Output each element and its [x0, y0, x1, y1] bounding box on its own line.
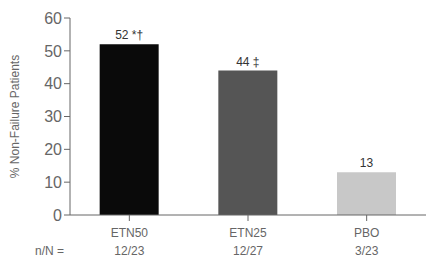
svg-text:13: 13 [360, 156, 374, 170]
svg-text:ETN50: ETN50 [111, 226, 149, 240]
svg-text:60: 60 [44, 10, 62, 27]
svg-text:PBO: PBO [354, 226, 379, 240]
svg-text:50: 50 [44, 43, 62, 60]
svg-text:n/N =: n/N = [35, 244, 64, 258]
svg-text:40: 40 [44, 75, 62, 92]
svg-text:12/23: 12/23 [114, 244, 144, 258]
svg-text:44 ‡: 44 ‡ [236, 55, 259, 69]
svg-text:12/27: 12/27 [233, 244, 263, 258]
svg-text:30: 30 [44, 108, 62, 125]
svg-text:52 *†: 52 *† [115, 28, 143, 42]
svg-text:20: 20 [44, 141, 62, 158]
svg-text:3/23: 3/23 [355, 244, 379, 258]
svg-text:ETN25: ETN25 [229, 226, 267, 240]
svg-text:10: 10 [44, 174, 62, 191]
svg-text:0: 0 [53, 207, 62, 224]
svg-text:% Non-Failure Patients: % Non-Failure Patients [8, 55, 22, 178]
